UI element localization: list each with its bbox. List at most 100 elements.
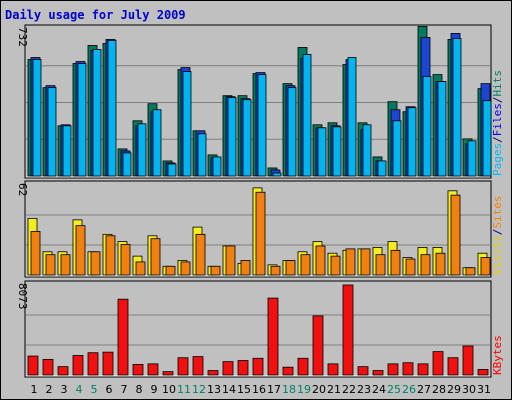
legend-hits-files-pages: Pages/Files/Hits (491, 70, 504, 176)
bar-sites-day-14 (225, 245, 236, 276)
day-label: 13 (207, 383, 221, 396)
bar-kbytes-day-11 (177, 357, 189, 376)
bar-pages-day-12 (197, 133, 207, 177)
bar-sites-day-19 (300, 254, 311, 276)
bar-pages-day-14 (227, 97, 237, 177)
bar-sites-day-27 (420, 254, 431, 276)
legend-entry: Hits (491, 70, 504, 97)
bar-sites-day-9 (150, 238, 161, 276)
bar-pages-day-13 (212, 156, 222, 177)
legend-entry: / (491, 229, 504, 236)
legend-entry: Pages (491, 143, 504, 176)
bar-pages-day-2 (47, 87, 57, 177)
bar-sites-day-8 (135, 261, 146, 276)
bar-sites-day-3 (60, 254, 71, 276)
bar-kbytes-day-31 (477, 369, 489, 376)
bar-pages-day-5 (92, 49, 102, 177)
bar-pages-day-29 (452, 38, 462, 177)
day-axis: 1 2 3 4 5 6 7 8 9 10 11 12 13 14 15 16 17 18 19 20 21 22 23 24 2… (31, 383, 492, 396)
bar-pages-day-8 (137, 123, 147, 177)
day-label: 11 (177, 383, 191, 396)
max-label-kbytes: 8073 (16, 283, 29, 310)
day-label: 28 (432, 383, 446, 396)
bar-kbytes-day-1 (27, 355, 39, 376)
bar-kbytes-day-10 (162, 371, 174, 376)
bar-sites-day-26 (405, 258, 416, 276)
bar-kbytes-day-6 (102, 351, 114, 376)
bar-kbytes-day-2 (42, 358, 54, 376)
bar-kbytes-day-18 (282, 366, 294, 376)
bar-sites-day-22 (345, 248, 356, 276)
bar-pages-day-15 (242, 99, 252, 177)
bar-pages-day-31 (482, 100, 492, 177)
bar-sites-day-15 (240, 260, 251, 276)
chart-title: Daily usage for July 2009 (5, 8, 186, 22)
bar-kbytes-day-28 (432, 351, 444, 376)
bar-kbytes-day-13 (207, 370, 219, 376)
bar-pages-day-6 (107, 40, 117, 177)
bar-sites-day-4 (75, 225, 86, 276)
bar-sites-day-10 (165, 265, 176, 276)
legend-entry: / (491, 97, 504, 104)
day-label: 27 (417, 383, 431, 396)
legend-entry: Sites (491, 196, 504, 229)
day-label: 29 (447, 383, 461, 396)
day-label: 9 (151, 383, 158, 396)
bar-pages-day-19 (302, 54, 312, 177)
day-label: 18 (282, 383, 296, 396)
day-label: 4 (76, 383, 83, 396)
legend-kbytes: KBytes (491, 335, 504, 375)
bar-sites-day-1 (30, 231, 41, 276)
day-label: 7 (121, 383, 128, 396)
bar-pages-day-9 (152, 109, 162, 177)
bar-pages-day-26 (407, 107, 417, 177)
day-label: 16 (252, 383, 266, 396)
bar-kbytes-day-23 (357, 366, 369, 376)
bar-sites-day-21 (330, 255, 341, 276)
bar-pages-day-1 (32, 59, 42, 177)
bar-kbytes-day-7 (117, 298, 129, 376)
bar-kbytes-day-5 (87, 352, 99, 376)
bar-kbytes-day-15 (237, 360, 249, 376)
bar-sites-day-7 (120, 244, 131, 276)
bar-sites-day-5 (90, 251, 101, 276)
bar-pages-day-7 (122, 152, 132, 177)
day-label: 21 (327, 383, 341, 396)
day-label: 25 (387, 383, 401, 396)
bar-sites-day-23 (360, 248, 371, 276)
legend-entry: KBytes (491, 335, 504, 375)
bar-kbytes-day-25 (387, 363, 399, 376)
max-label-visits-sites: 62 (16, 183, 29, 196)
bar-sites-day-12 (195, 233, 206, 276)
bar-sites-day-11 (180, 261, 191, 276)
bar-kbytes-day-19 (297, 357, 309, 376)
bar-sites-day-28 (435, 252, 446, 276)
bar-kbytes-day-22 (342, 284, 354, 376)
max-label-hits-files-pages: 732 (16, 27, 29, 47)
day-label: 26 (402, 383, 416, 396)
bar-kbytes-day-27 (417, 363, 429, 376)
bar-sites-day-16 (255, 191, 266, 276)
bar-kbytes-day-9 (147, 363, 159, 376)
day-label: 6 (106, 383, 113, 396)
day-label: 30 (462, 383, 476, 396)
bar-kbytes-day-24 (372, 370, 384, 376)
day-label: 19 (297, 383, 311, 396)
bar-sites-day-2 (45, 254, 56, 276)
bar-pages-day-27 (422, 76, 432, 177)
bar-pages-day-22 (347, 57, 357, 177)
chart-panels: 732Pages/Files/Hits62Visits/Sites8073KBy… (16, 24, 504, 378)
bar-kbytes-day-8 (132, 364, 144, 376)
legend-entry: / (491, 136, 504, 143)
day-label: 17 (267, 383, 281, 396)
bar-pages-day-17 (272, 172, 282, 177)
panel-hits-files-pages: 732 Pages/Files/Hits (16, 24, 504, 179)
day-label: 1 (31, 383, 38, 396)
day-label: 23 (357, 383, 371, 396)
bar-sites-day-18 (285, 260, 296, 276)
day-label: 12 (192, 383, 206, 396)
bar-pages-day-18 (287, 87, 297, 177)
day-label: 24 (372, 383, 386, 396)
